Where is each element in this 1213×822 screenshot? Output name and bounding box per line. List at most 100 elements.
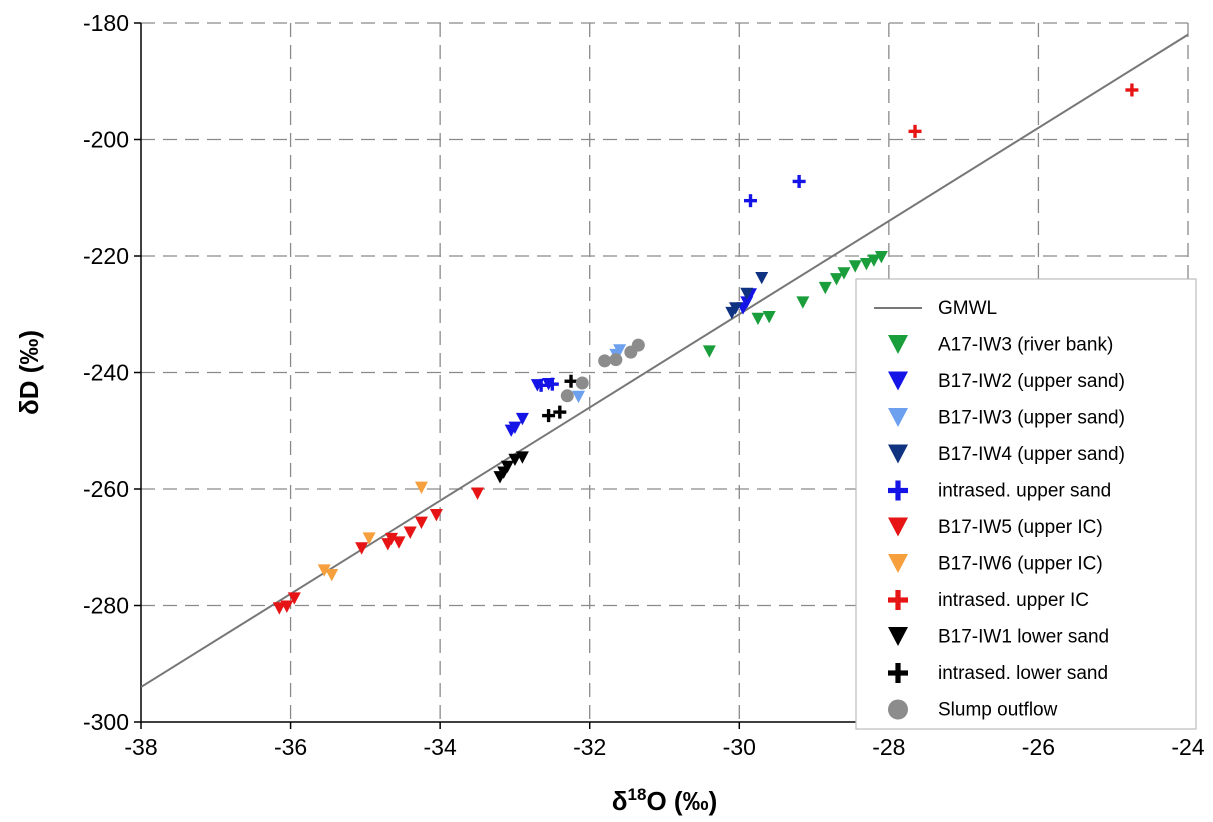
data-point — [414, 516, 428, 529]
x-tick-label: -36 — [274, 734, 307, 760]
legend-box — [855, 278, 1197, 730]
y-tick-label: -280 — [83, 593, 129, 619]
data-point — [493, 471, 507, 484]
x-tick-label: -34 — [424, 734, 457, 760]
legend-swatch — [888, 517, 908, 537]
axes: -38 -36 -34 -32 -30 -28 -26 -24 -300 -280 -260 -240… — [83, 10, 1205, 760]
data-point — [381, 538, 395, 551]
data-point-v — [558, 405, 562, 419]
legend-swatch-v — [895, 480, 901, 501]
series-8 — [493, 451, 529, 484]
data-point-v — [569, 374, 573, 388]
data-point — [796, 296, 810, 309]
legend-label: B17-IW2 (upper sand) — [938, 371, 1125, 392]
x-tick-label: -38 — [124, 734, 157, 760]
data-point — [325, 569, 339, 582]
data-point — [564, 374, 578, 388]
legend-label: intrased. upper sand — [938, 481, 1111, 502]
legend-swatch — [888, 371, 908, 391]
x-axis-title-sup: 18 — [628, 785, 647, 804]
series-5 — [272, 487, 485, 615]
reference-line — [141, 33, 1188, 688]
legend-label: intrased. lower sand — [938, 663, 1108, 684]
data-point-v — [797, 174, 801, 188]
x-axis-title-pre: δ — [612, 786, 628, 816]
data-point — [392, 536, 406, 549]
legend: GMWL A17-IW3 (river bank) B17-IW2 (upper s… — [855, 278, 1197, 730]
series-3 — [725, 271, 769, 320]
data-point — [403, 526, 417, 539]
data-point — [744, 194, 758, 208]
data-point — [818, 281, 832, 295]
data-point-v — [550, 377, 555, 391]
data-point — [317, 564, 331, 577]
data-point — [908, 124, 922, 138]
y-tick-label: -220 — [83, 243, 129, 269]
data-point — [624, 345, 638, 359]
data-point-v — [913, 124, 917, 138]
y-tick-label: -180 — [83, 10, 129, 36]
x-tick-label: -30 — [723, 734, 756, 760]
legend-label: Slump outflow — [938, 700, 1058, 721]
data-point — [874, 250, 888, 264]
axis-labels: δ18O (‰) δD (‰) — [14, 330, 717, 816]
legend-label: B17-IW3 (upper sand) — [938, 408, 1125, 429]
data-point — [702, 345, 716, 358]
data-point — [504, 424, 518, 437]
data-point-v — [539, 378, 543, 392]
data-point — [515, 412, 529, 426]
series-7 — [908, 83, 1139, 138]
data-point — [272, 602, 286, 615]
y-tick-label: -200 — [83, 127, 129, 153]
data-point-v — [748, 194, 753, 208]
x-axis-title-post: O (‰) — [646, 786, 717, 816]
x-tick-label: -26 — [1022, 734, 1055, 760]
data-point — [545, 377, 559, 391]
y-axis-title: δD (‰) — [14, 330, 44, 415]
series-9 — [542, 374, 578, 423]
series-0 — [702, 250, 888, 358]
data-point — [471, 487, 485, 500]
data-point — [429, 509, 443, 522]
x-tick-label: -28 — [872, 734, 905, 760]
data-point — [762, 310, 776, 324]
series-10 — [560, 338, 645, 403]
y-tick-label: -240 — [83, 360, 129, 386]
data-point — [830, 273, 844, 286]
data-point-v — [1130, 83, 1134, 97]
data-point — [414, 481, 428, 495]
data-point-v — [546, 409, 551, 423]
data-point — [1125, 83, 1139, 97]
legend-swatch — [888, 444, 908, 464]
data-point — [598, 354, 612, 368]
legend-swatch — [888, 663, 908, 683]
data-point — [575, 376, 589, 390]
data-point — [355, 542, 369, 555]
data-point — [867, 254, 881, 267]
data-point — [859, 257, 873, 271]
legend-swatch — [888, 335, 908, 354]
x-tick-label: -24 — [1171, 734, 1204, 760]
y-tick-label: -300 — [83, 709, 129, 735]
data-point — [751, 312, 765, 326]
data-point — [740, 287, 754, 301]
series-6 — [317, 481, 428, 582]
legend-label: B17-IW4 (upper sand) — [938, 444, 1125, 465]
series-4 — [534, 174, 806, 392]
data-point — [792, 174, 806, 188]
legend-swatch — [888, 590, 908, 610]
data-point — [725, 306, 739, 320]
data-point — [534, 378, 548, 392]
legend-swatch — [888, 699, 908, 720]
data-points — [272, 83, 1139, 615]
data-point — [571, 390, 585, 404]
data-point — [553, 405, 567, 419]
legend-label: A17-IW3 (river bank) — [938, 335, 1113, 356]
legend-label: B17-IW5 (upper IC) — [938, 517, 1103, 538]
data-point — [560, 389, 574, 403]
legend-label: B17-IW1 lower sand — [938, 627, 1109, 648]
y-tick-label: -260 — [83, 476, 129, 502]
data-point — [609, 353, 623, 367]
x-axis-title: δ18O (‰) — [612, 785, 717, 816]
data-point — [287, 592, 301, 605]
